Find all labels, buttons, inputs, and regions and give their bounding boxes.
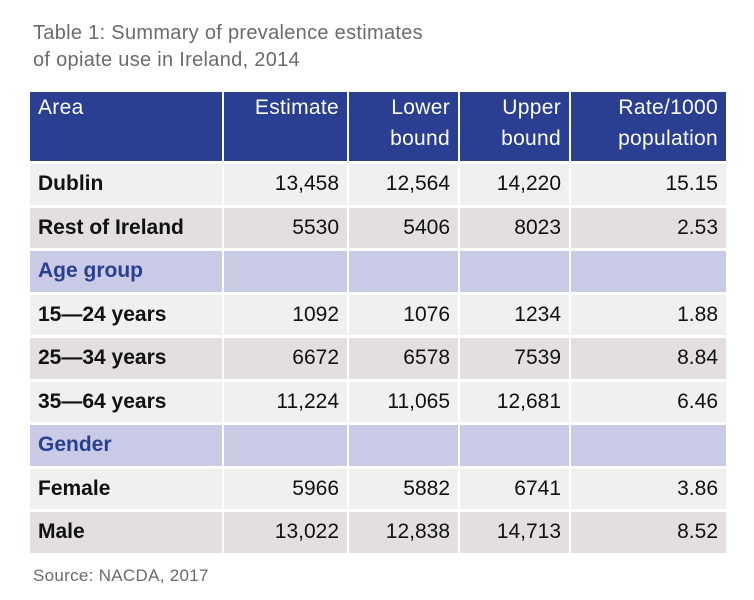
row-label: Female xyxy=(30,468,224,512)
table-row: 15—24 years 1092 1076 1234 1.88 xyxy=(30,294,726,338)
cell-lower-bound: 5406 xyxy=(349,207,460,251)
cell-rate: 8.84 xyxy=(571,338,726,382)
cell-estimate: 13,022 xyxy=(224,512,349,556)
cell-upper-bound: 1234 xyxy=(460,294,571,338)
cell-estimate: 5530 xyxy=(224,207,349,251)
prevalence-table: Area Estimate Lower bound Upper bound Ra… xyxy=(30,92,726,556)
source-note: Source: NACDA, 2017 xyxy=(33,566,209,585)
cell-upper-bound: 14,713 xyxy=(460,512,571,556)
row-label: 25—34 years xyxy=(30,338,224,382)
cell-estimate: 13,458 xyxy=(224,164,349,208)
cell-upper-bound: 8023 xyxy=(460,207,571,251)
cell-upper-bound: 6741 xyxy=(460,468,571,512)
section-row-age-group: Age group xyxy=(30,251,726,295)
cell-lower-bound: 11,065 xyxy=(349,381,460,425)
cell-estimate: 5966 xyxy=(224,468,349,512)
cell-rate: 2.53 xyxy=(571,207,726,251)
cell-estimate: 1092 xyxy=(224,294,349,338)
header-upper-bound-line-2: bound xyxy=(501,127,561,150)
section-empty-cell xyxy=(224,251,349,295)
header-lower-bound-line-1: Lower xyxy=(391,96,450,119)
table-body: Dublin 13,458 12,564 14,220 15.15 Rest o… xyxy=(30,164,726,556)
section-empty-cell xyxy=(460,425,571,469)
table-title-line-2: of opiate use in Ireland, 2014 xyxy=(33,49,300,71)
header-rate-line-1: Rate/1000 xyxy=(618,96,718,119)
cell-estimate: 6672 xyxy=(224,338,349,382)
cell-lower-bound: 5882 xyxy=(349,468,460,512)
header-rate: Rate/1000 population xyxy=(571,92,726,164)
header-rate-line-2: population xyxy=(618,127,718,150)
header-area: Area xyxy=(30,92,224,164)
header-estimate: Estimate xyxy=(224,92,349,164)
table-header: Area Estimate Lower bound Upper bound Ra… xyxy=(30,92,726,164)
section-empty-cell xyxy=(571,425,726,469)
cell-rate: 1.88 xyxy=(571,294,726,338)
section-empty-cell xyxy=(571,251,726,295)
section-label: Gender xyxy=(30,425,224,469)
cell-lower-bound: 1076 xyxy=(349,294,460,338)
section-empty-cell xyxy=(460,251,571,295)
cell-upper-bound: 7539 xyxy=(460,338,571,382)
table-title-line-1: Table 1: Summary of prevalence estimates xyxy=(33,22,423,44)
header-estimate-line-1: Estimate xyxy=(254,96,339,119)
cell-rate: 15.15 xyxy=(571,164,726,208)
section-label: Age group xyxy=(30,251,224,295)
row-label: Male xyxy=(30,512,224,556)
cell-rate: 3.86 xyxy=(571,468,726,512)
table-row: 35—64 years 11,224 11,065 12,681 6.46 xyxy=(30,381,726,425)
header-upper-bound: Upper bound xyxy=(460,92,571,164)
cell-upper-bound: 12,681 xyxy=(460,381,571,425)
header-lower-bound: Lower bound xyxy=(349,92,460,164)
header-lower-bound-line-2: bound xyxy=(390,127,450,150)
section-empty-cell xyxy=(349,251,460,295)
cell-lower-bound: 12,564 xyxy=(349,164,460,208)
table-row: Dublin 13,458 12,564 14,220 15.15 xyxy=(30,164,726,208)
header-row: Area Estimate Lower bound Upper bound Ra… xyxy=(30,92,726,164)
section-empty-cell xyxy=(224,425,349,469)
cell-rate: 8.52 xyxy=(571,512,726,556)
table-row: 25—34 years 6672 6578 7539 8.84 xyxy=(30,338,726,382)
cell-estimate: 11,224 xyxy=(224,381,349,425)
row-label: 35—64 years xyxy=(30,381,224,425)
table-row: Male 13,022 12,838 14,713 8.52 xyxy=(30,512,726,556)
row-label: 15—24 years xyxy=(30,294,224,338)
row-label: Rest of Ireland xyxy=(30,207,224,251)
table-row: Rest of Ireland 5530 5406 8023 2.53 xyxy=(30,207,726,251)
section-empty-cell xyxy=(349,425,460,469)
header-area-line-1: Area xyxy=(38,96,84,119)
cell-lower-bound: 6578 xyxy=(349,338,460,382)
cell-lower-bound: 12,838 xyxy=(349,512,460,556)
table-title: Table 1: Summary of prevalence estimates… xyxy=(33,20,723,74)
header-upper-bound-line-1: Upper xyxy=(502,96,561,119)
cell-upper-bound: 14,220 xyxy=(460,164,571,208)
section-row-gender: Gender xyxy=(30,425,726,469)
table-row: Female 5966 5882 6741 3.86 xyxy=(30,468,726,512)
row-label: Dublin xyxy=(30,164,224,208)
cell-rate: 6.46 xyxy=(571,381,726,425)
